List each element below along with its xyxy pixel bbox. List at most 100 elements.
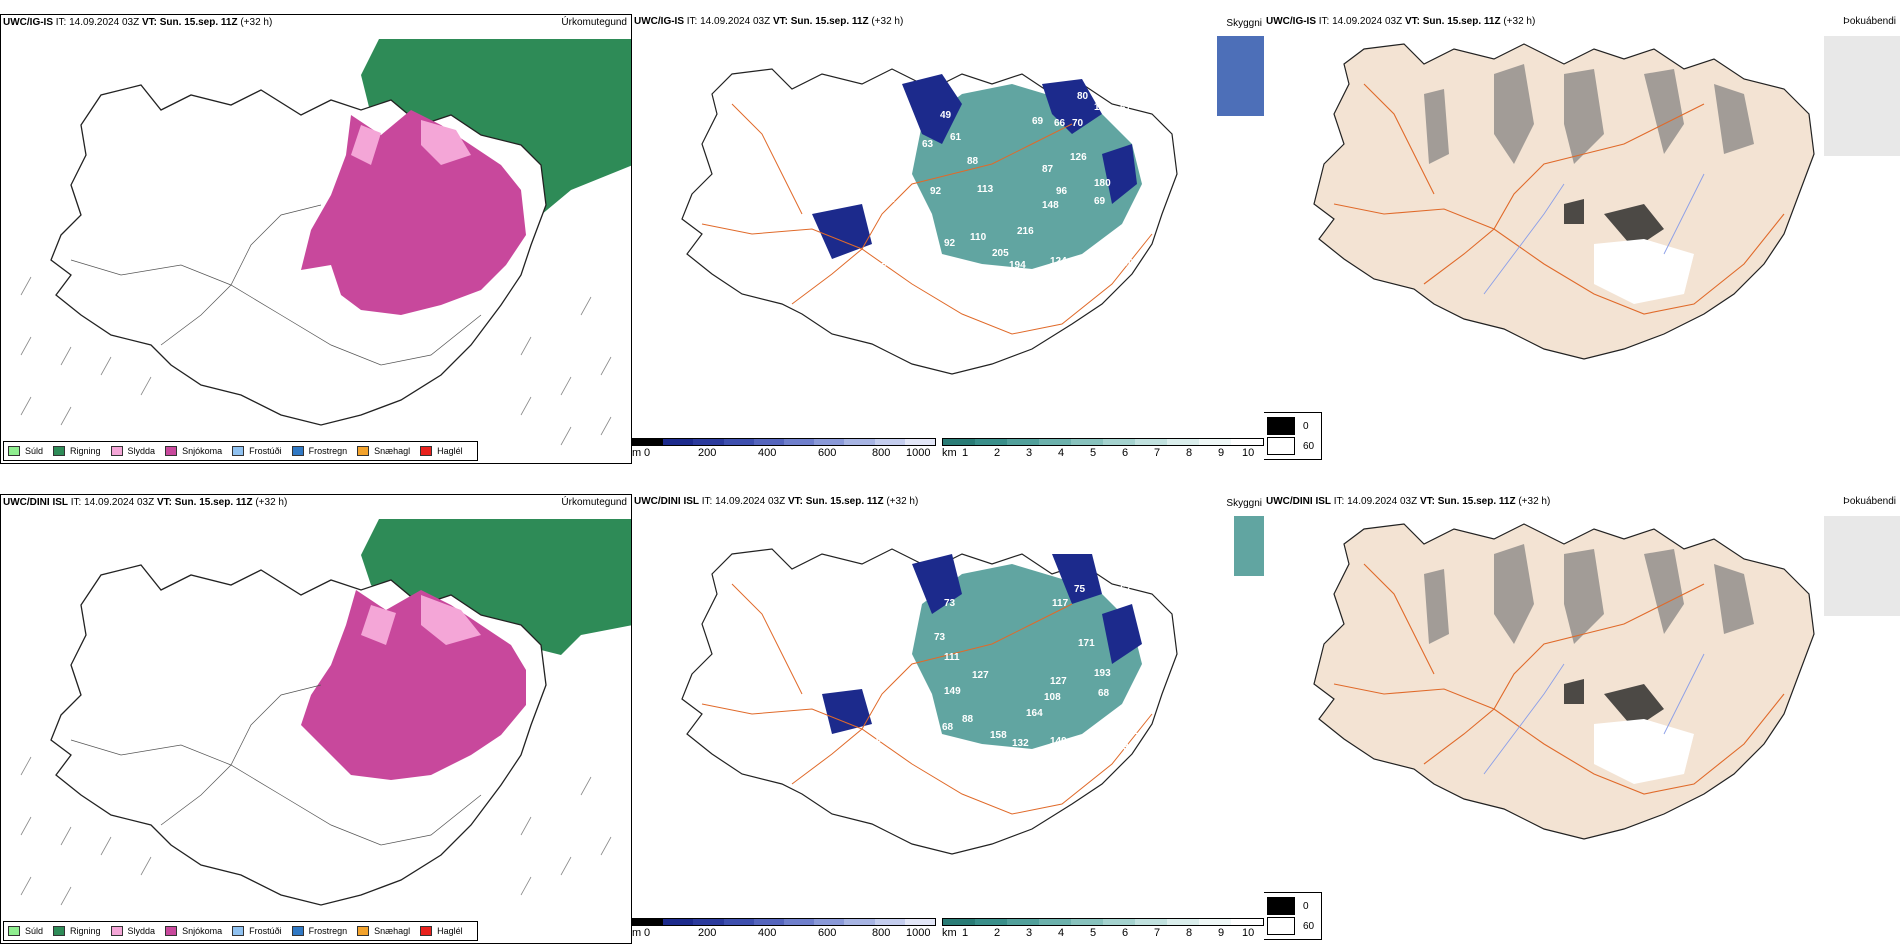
sleet-area [351, 120, 471, 165]
svg-text:96: 96 [1056, 186, 1068, 197]
legend-item: Haglél [420, 926, 463, 936]
fog-map-canvas [1313, 516, 1900, 840]
svg-text:69: 69 [1032, 116, 1044, 127]
svg-text:133: 133 [1112, 742, 1129, 753]
svg-text:158: 158 [990, 730, 1007, 741]
svg-text:92: 92 [944, 238, 956, 249]
legend-item: Súld [8, 926, 43, 936]
header-text: UWC/DINI ISL IT: 14.09.2024 03Z VT: Sun.… [1266, 496, 1551, 507]
legend-item: Slydda [110, 446, 155, 456]
colorbar-tick: 2 [994, 927, 1001, 939]
low-visibility-area [912, 84, 1142, 269]
colorbar-tick: 1 [962, 927, 969, 939]
panel-title: Skyggni [1226, 18, 1262, 29]
colorbar-tick: 0 [644, 447, 651, 459]
panel-title: Þokuábendi [1843, 496, 1896, 507]
colorbar-unit: m [632, 927, 642, 939]
roads [1333, 563, 1785, 795]
svg-text:110: 110 [970, 232, 987, 243]
svg-text:118: 118 [1094, 102, 1111, 113]
colorbar-tick: 1 [962, 447, 969, 459]
roads [70, 684, 482, 846]
svg-text:68: 68 [1098, 688, 1110, 699]
fog-shading [1424, 544, 1754, 644]
legend-item: Frostregn [291, 446, 347, 456]
svg-text:70: 70 [1072, 118, 1084, 129]
svg-text:124: 124 [1050, 256, 1067, 267]
svg-text:111: 111 [944, 652, 960, 663]
colorbar-tick: 0 [644, 927, 651, 939]
cloud-base-colorbar: m 0 200 400 600 800 1000 [632, 438, 936, 464]
svg-text:87: 87 [1042, 164, 1054, 175]
colorbar-tick: 8 [1186, 447, 1193, 459]
fog-shading [1424, 64, 1754, 164]
visibility-colorbar: km 1 2 3 4 5 6 7 8 9 10 [942, 918, 1264, 944]
svg-text:132: 132 [1012, 738, 1029, 749]
svg-text:63: 63 [876, 734, 888, 745]
colorbar-tick: 9 [1218, 927, 1225, 939]
colorbar-tick: 6 [1122, 927, 1129, 939]
svg-text:164: 164 [1108, 242, 1125, 253]
cloud-base-colorbar: m 0 200 400 600 800 1000 [632, 918, 936, 944]
colorbar-tick: 1000 [906, 927, 931, 939]
svg-text:63: 63 [922, 139, 934, 150]
visibility-map-top: 80 118 67 70 66 69 49 61 63 88 87 126 96… [632, 14, 1264, 464]
colorbar-tick: 9 [1218, 447, 1225, 459]
precip-type-map-canvas [20, 39, 631, 446]
colorbar-tick: 800 [872, 447, 891, 459]
roads [70, 204, 482, 366]
roads [701, 583, 1153, 815]
svg-text:11: 11 [884, 194, 895, 205]
legend-item: Slydda [110, 926, 155, 936]
panel-title: Úrkomutegund [561, 497, 627, 508]
colorbar-tick: 3 [1026, 927, 1033, 939]
colorbar-tick: 600 [818, 447, 837, 459]
svg-text:113: 113 [977, 184, 994, 195]
colorbar-tick: 400 [758, 927, 777, 939]
legend-item: Snjókoma [165, 926, 222, 936]
fog-map-top: UWC/IG-IS IT: 14.09.2024 03Z VT: Sun. 15… [1264, 14, 1900, 464]
legend-item: Súld [8, 446, 43, 456]
cloud-base-labels: 75 67 117 73 73 62 171 127 193 68 108 11… [876, 584, 1194, 753]
svg-text:108: 108 [1044, 692, 1061, 703]
visibility-colorbar: km 1 2 3 4 5 6 7 8 9 10 [942, 438, 1264, 464]
precip-type-map-bottom: UWC/DINI ISL IT: 14.09.2024 03Z VT: Sun.… [0, 494, 632, 944]
fog-free-area [1594, 719, 1694, 784]
svg-text:190: 190 [1117, 258, 1134, 269]
header-text: UWC/DINI ISL IT: 14.09.2024 03Z VT: Sun.… [3, 497, 288, 508]
svg-text:75: 75 [1074, 584, 1086, 595]
fog-map-bottom: UWC/DINI ISL IT: 14.09.2024 03Z VT: Sun.… [1264, 494, 1900, 944]
visibility-map-canvas: 75 67 117 73 73 62 171 127 193 68 108 11… [681, 516, 1264, 855]
svg-text:92: 92 [930, 186, 942, 197]
svg-text:69: 69 [1094, 196, 1106, 207]
legend-item: Snjókoma [165, 446, 222, 456]
rain-area [361, 39, 631, 215]
legend-item: Rigning [53, 446, 101, 456]
svg-text:180: 180 [1094, 178, 1111, 189]
visibility-map-canvas: 80 118 67 70 66 69 49 61 63 88 87 126 96… [681, 36, 1264, 393]
low-cloud-area [822, 554, 1142, 734]
snow-area [301, 110, 526, 315]
svg-text:81: 81 [1106, 716, 1118, 727]
svg-text:212: 212 [1122, 726, 1139, 737]
colorbar-tick: 3 [1026, 447, 1033, 459]
colorbar-tick: 800 [872, 927, 891, 939]
precip-legend: Súld Rigning Slydda Snjókoma Frostúði Fr… [3, 921, 478, 941]
svg-text:66: 66 [1054, 118, 1066, 129]
legend-item: Haglél [420, 446, 463, 456]
svg-text:67: 67 [1120, 103, 1132, 114]
svg-text:164: 164 [1026, 708, 1043, 719]
svg-text:73: 73 [934, 632, 946, 643]
fog-dense [1564, 679, 1664, 729]
svg-text:88: 88 [967, 156, 979, 167]
svg-text:70: 70 [894, 239, 906, 250]
legend-item: Snæhagl [357, 926, 410, 936]
svg-text:127: 127 [1050, 676, 1067, 687]
svg-text:88: 88 [962, 714, 974, 725]
svg-text:148: 148 [1042, 200, 1059, 211]
colorbar-tick: 5 [1090, 447, 1097, 459]
svg-text:149: 149 [1050, 736, 1067, 747]
colorbar-tick: 1000 [906, 447, 931, 459]
svg-text:62: 62 [1182, 632, 1194, 643]
panel-title: Úrkomutegund [561, 17, 627, 28]
